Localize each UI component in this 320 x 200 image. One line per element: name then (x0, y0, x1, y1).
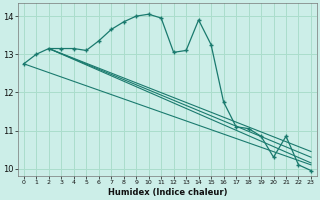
X-axis label: Humidex (Indice chaleur): Humidex (Indice chaleur) (108, 188, 227, 197)
